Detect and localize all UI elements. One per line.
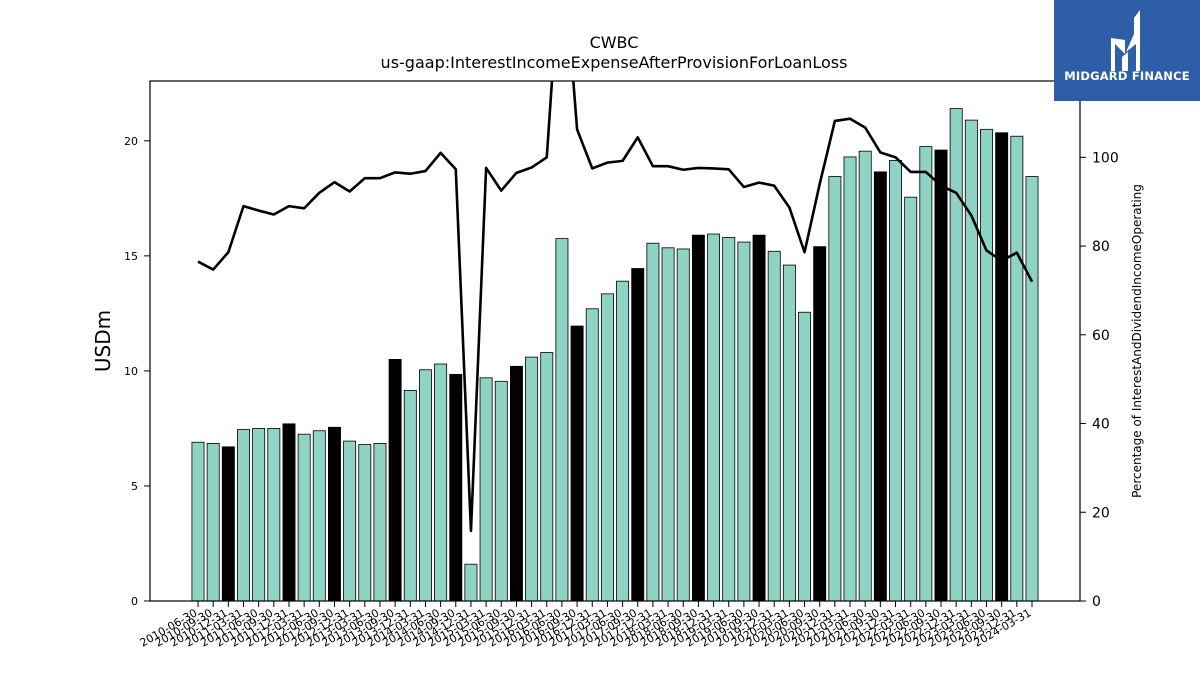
bar: [707, 233, 721, 602]
bar: [737, 241, 751, 602]
bar: [282, 423, 296, 602]
y2-axis-label: Percentage of InterestAndDividendIncomeO…: [1130, 184, 1144, 498]
bar: [434, 363, 448, 602]
bar: [752, 234, 766, 602]
bar: [373, 442, 387, 602]
y2-tick-label: 20: [1092, 505, 1110, 521]
bar: [843, 156, 857, 602]
bar: [479, 377, 493, 602]
y-tick-label: 5: [131, 480, 138, 493]
y-tick-label: 15: [124, 250, 138, 263]
y2-tick-label: 0: [1092, 594, 1101, 610]
bar: [237, 429, 250, 602]
bar: [191, 441, 205, 602]
bar: [403, 390, 417, 602]
bar: [418, 369, 432, 602]
bar: [509, 365, 523, 602]
bar: [798, 311, 812, 602]
y-tick-label: 20: [124, 135, 138, 148]
bar: [722, 237, 736, 602]
y-tick-label: 0: [131, 595, 138, 608]
logo-text: MIDGARD FINANCE: [1064, 69, 1190, 83]
y2-tick-label: 100: [1092, 150, 1119, 166]
bar: [464, 563, 478, 602]
y2-tick-label: 80: [1092, 239, 1110, 255]
bar: [980, 128, 993, 602]
bar: [1025, 176, 1039, 602]
bar: [631, 268, 645, 602]
bar: [873, 171, 887, 602]
bar: [858, 150, 872, 602]
plot-frame: [149, 80, 1081, 602]
x-axis: 2010-06-302010-09-302010-12-312011-03-31…: [138, 601, 1034, 650]
bar: [206, 442, 220, 602]
bar: [525, 356, 539, 602]
bar: [555, 238, 569, 602]
bar: [919, 146, 933, 602]
chart-title: CWBC: [590, 33, 639, 52]
bar: [343, 440, 357, 602]
chart-subtitle: us-gaap:InterestIncomeExpenseAfterProvis…: [381, 53, 848, 72]
bar: [312, 430, 326, 602]
bar: [494, 380, 508, 602]
bar: [252, 428, 266, 602]
bar: [889, 159, 902, 602]
bar: [767, 250, 781, 602]
bar: [570, 325, 584, 602]
y2-tick-label: 60: [1092, 328, 1110, 344]
midgard-m-icon: [1111, 10, 1140, 71]
bar: [328, 426, 341, 602]
bar: [813, 246, 827, 602]
bar: [995, 132, 1009, 602]
bar: [782, 264, 796, 602]
bar: [1010, 135, 1024, 602]
bar: [267, 428, 281, 602]
bar: [600, 293, 614, 602]
left-axis: 0 5 10 15 20: [124, 135, 150, 608]
bar-group: [191, 108, 1039, 602]
bar: [661, 247, 675, 602]
bar: [949, 108, 963, 602]
line-group: [197, 81, 1034, 533]
bar: [388, 359, 402, 602]
bar: [616, 280, 630, 602]
bar: [358, 444, 372, 602]
line-series: [197, 81, 1034, 533]
right-axis: 0 20 40 60 80 100: [1080, 150, 1119, 610]
y-axis-label: USDm: [91, 310, 115, 372]
bar: [646, 242, 660, 602]
midgard-finance-logo: MIDGARD FINANCE: [1054, 0, 1200, 101]
bar: [540, 352, 554, 602]
bar: [676, 248, 690, 602]
bar: [221, 446, 235, 602]
bar: [934, 149, 948, 602]
bar: [964, 119, 978, 602]
y-tick-label: 10: [124, 365, 138, 378]
bar: [449, 373, 463, 602]
bar: [297, 433, 311, 602]
bar: [828, 176, 842, 602]
bar: [904, 196, 918, 602]
bar: [691, 234, 705, 602]
bar: [585, 308, 599, 602]
y2-tick-label: 40: [1092, 417, 1110, 433]
